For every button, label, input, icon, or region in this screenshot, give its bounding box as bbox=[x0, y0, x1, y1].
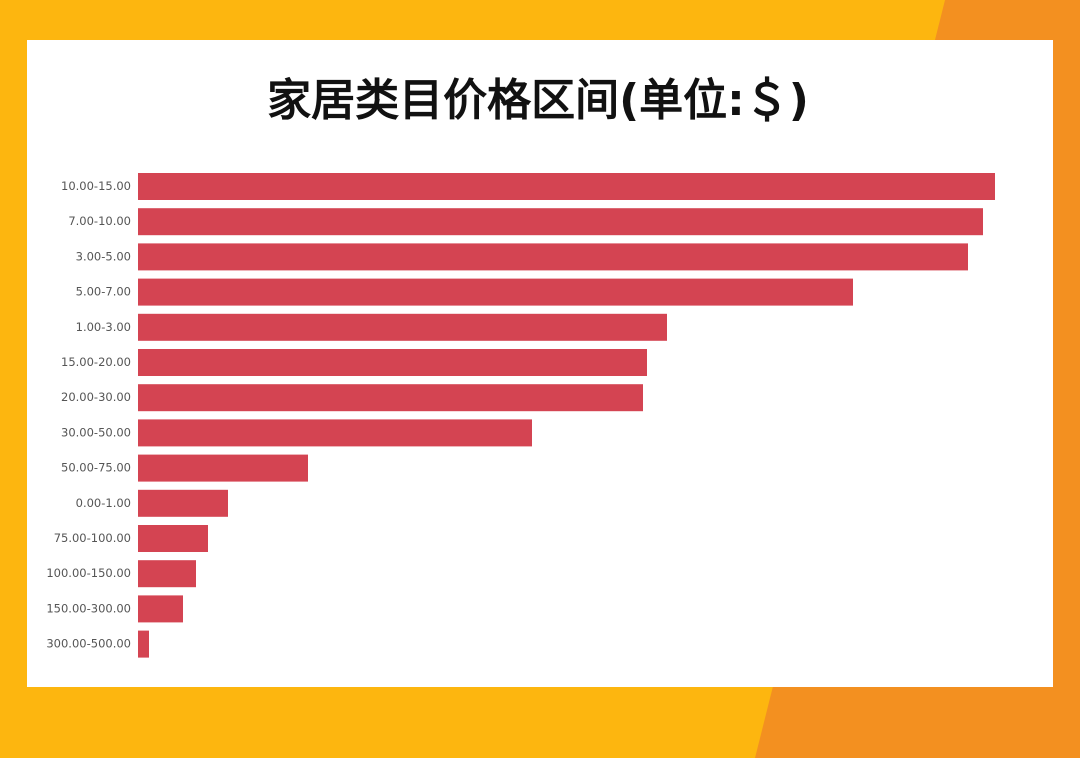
y-tick-label: 30.00-50.00 bbox=[61, 425, 131, 439]
chart-title: 家居类目价格区间(单位:＄) bbox=[267, 75, 809, 126]
bar bbox=[138, 419, 532, 447]
bar bbox=[138, 630, 149, 658]
y-tick-label: 300.00-500.00 bbox=[46, 637, 131, 651]
bar bbox=[138, 489, 228, 517]
bar bbox=[138, 173, 995, 200]
y-tick-label: 15.00-20.00 bbox=[61, 355, 131, 369]
plot-area: 10.00-15.00 7.00-10.00 3.00-5.00 5.00-7.00 1… bbox=[46, 173, 995, 658]
y-tick-label: 3.00-5.00 bbox=[76, 249, 131, 263]
bar bbox=[138, 349, 647, 376]
y-tick-label: 75.00-100.00 bbox=[54, 531, 131, 545]
y-tick-label: 1.00-3.00 bbox=[76, 320, 131, 334]
bar bbox=[138, 208, 983, 236]
y-tick-label: 20.00-30.00 bbox=[61, 390, 131, 404]
bar bbox=[138, 595, 183, 623]
y-tick-label: 7.00-10.00 bbox=[68, 214, 131, 228]
y-tick-label: 10.00-15.00 bbox=[61, 179, 131, 193]
bar bbox=[138, 560, 196, 588]
y-tick-label: 50.00-75.00 bbox=[61, 461, 131, 475]
bar bbox=[138, 384, 643, 412]
y-tick-label: 150.00-300.00 bbox=[46, 601, 131, 615]
y-tick-label: 5.00-7.00 bbox=[76, 285, 131, 299]
bar bbox=[138, 454, 308, 482]
bar bbox=[138, 243, 968, 271]
y-tick-label: 0.00-1.00 bbox=[76, 496, 131, 510]
y-tick-label: 100.00-150.00 bbox=[46, 566, 131, 580]
bar bbox=[138, 525, 208, 552]
bar bbox=[138, 313, 667, 341]
bar bbox=[138, 278, 853, 306]
